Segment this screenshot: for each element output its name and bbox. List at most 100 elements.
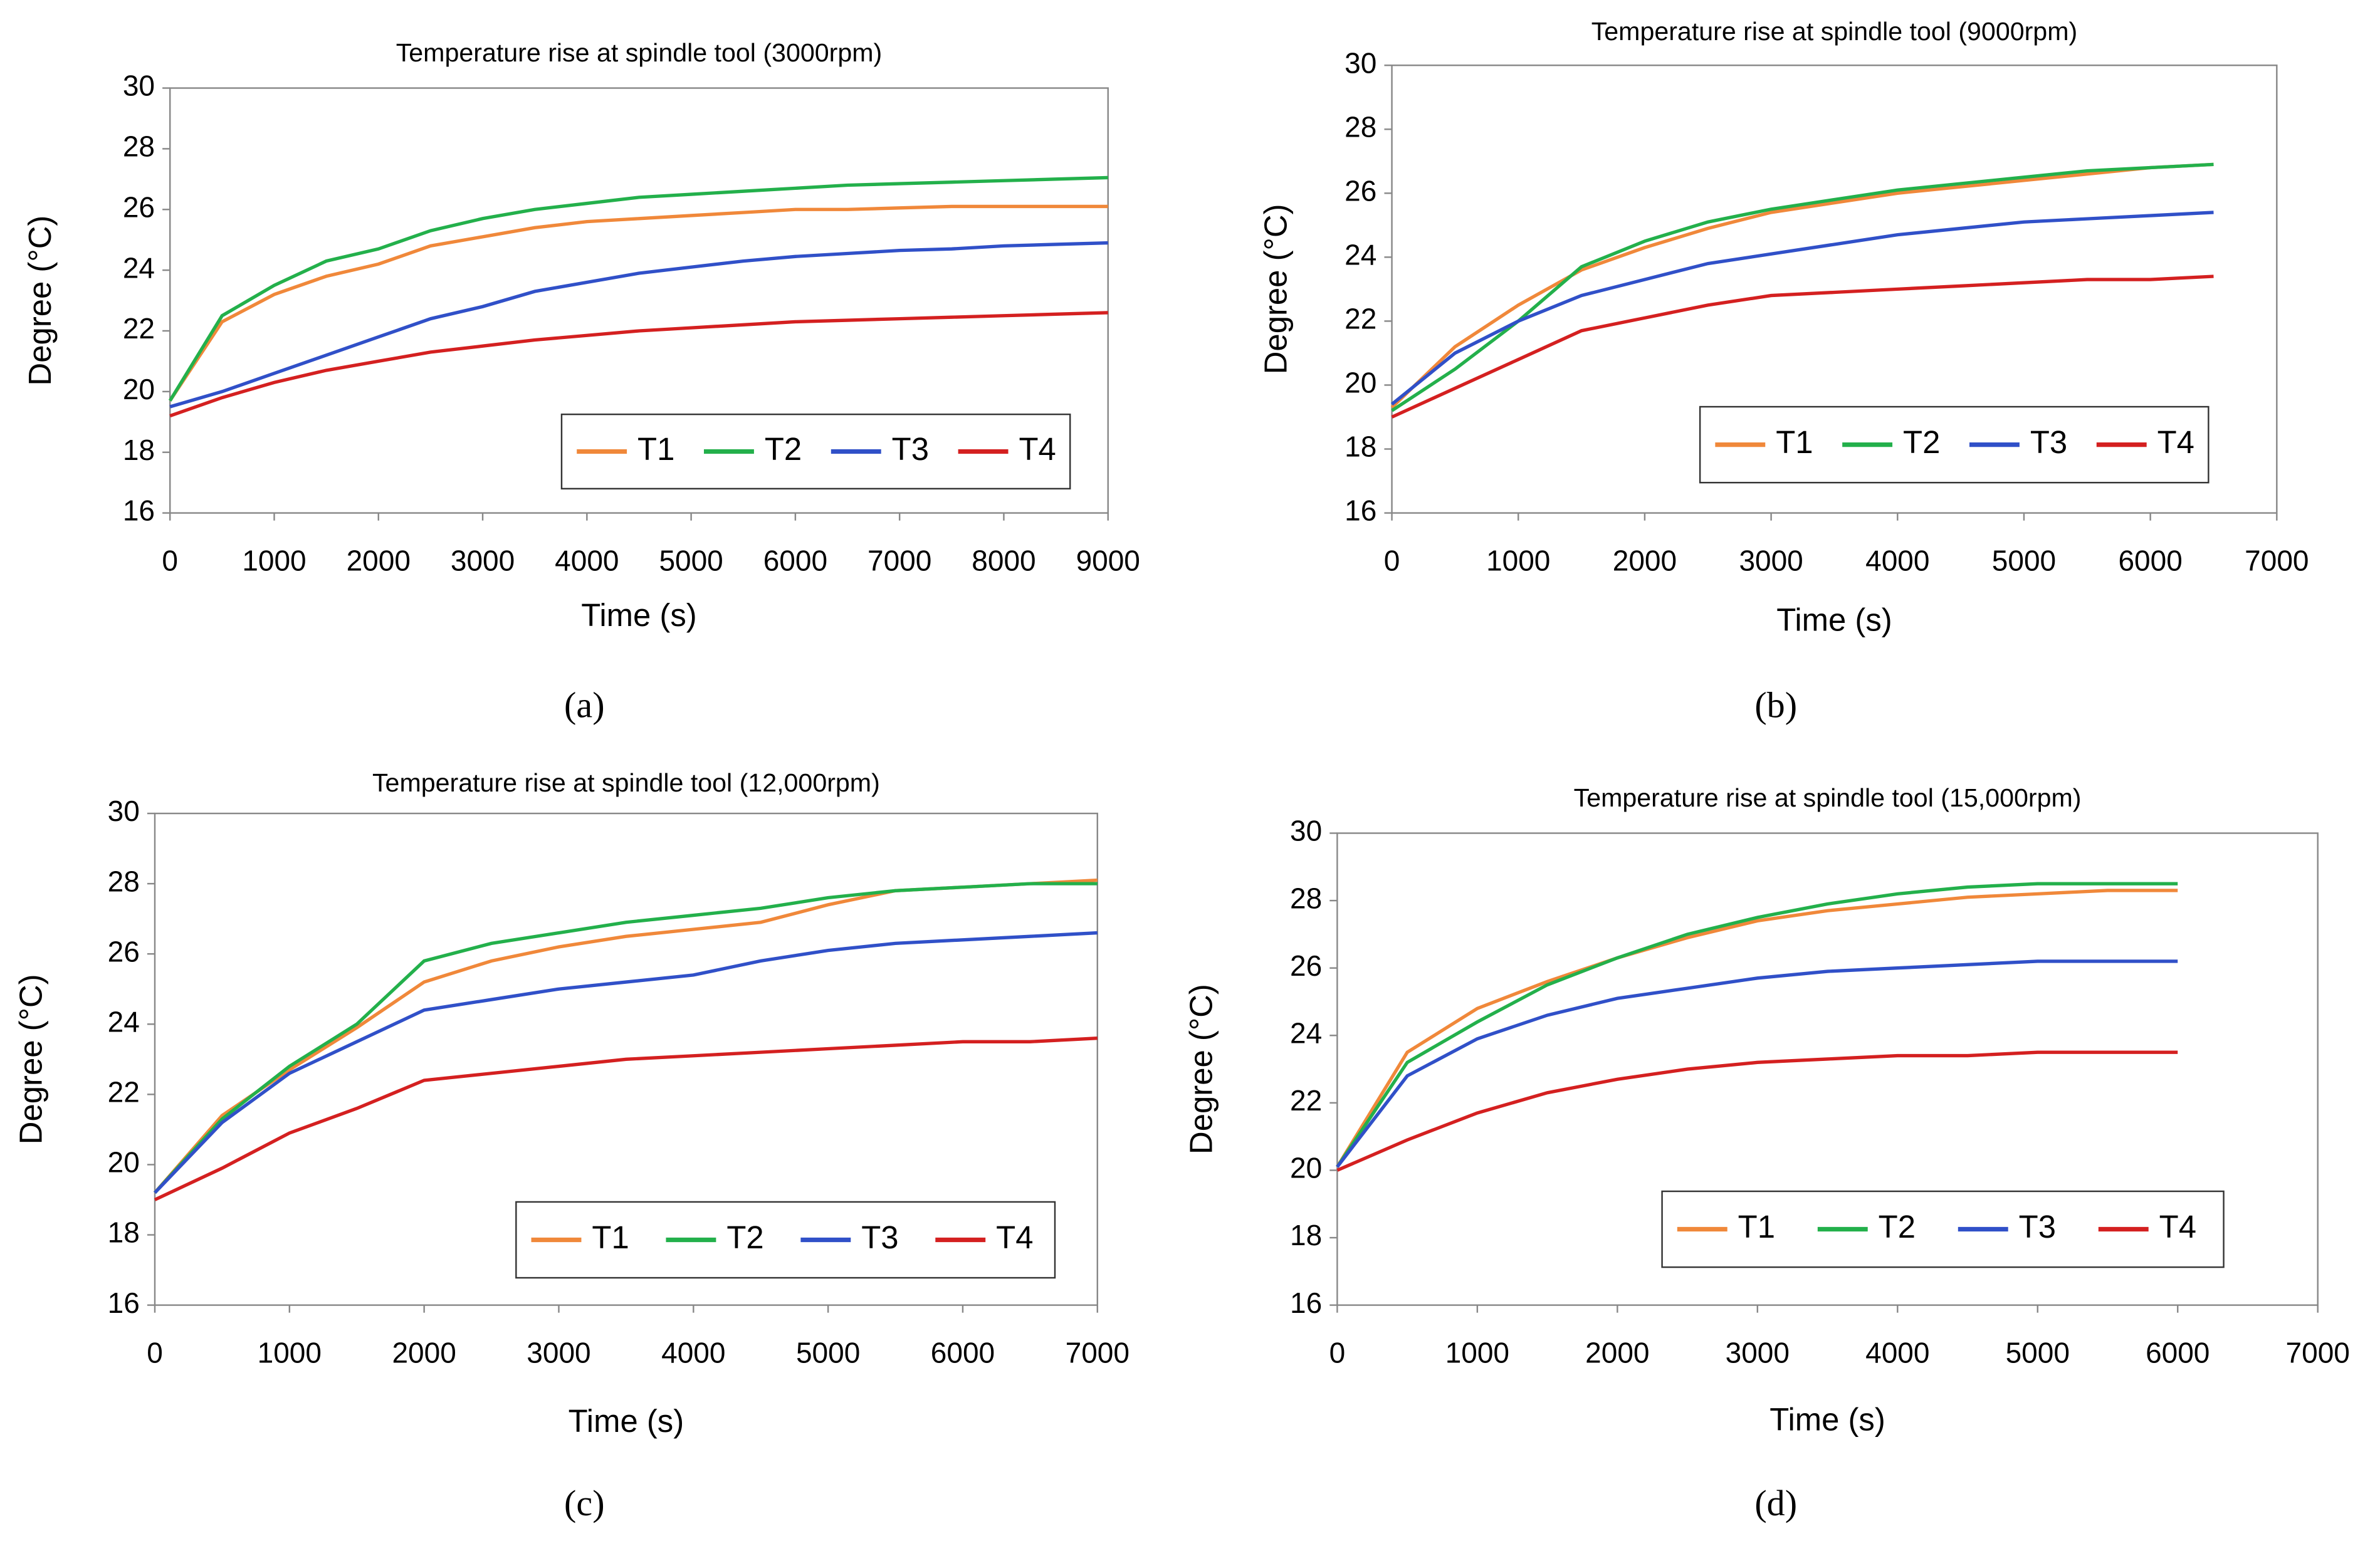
- y-tick-label: 22: [123, 312, 155, 345]
- y-tick-label: 24: [123, 251, 155, 284]
- data-line: [1336, 1050, 2178, 1172]
- x-tick-label: 0: [1384, 545, 1400, 577]
- y-tick-label: 18: [108, 1216, 140, 1249]
- data-line: [1336, 889, 2178, 1168]
- y-tick-label: 24: [108, 1005, 140, 1038]
- data-line: [169, 241, 1108, 409]
- data-line: [1391, 162, 2214, 412]
- y-tick-label: 24: [1290, 1016, 1322, 1049]
- legend-label: T2: [765, 431, 802, 467]
- x-tick-label: 1000: [258, 1337, 322, 1369]
- legend-label: T2: [1903, 424, 1940, 460]
- y-tick-label: 16: [123, 494, 155, 527]
- y-tick-label: 26: [123, 191, 155, 223]
- y-tick-label: 26: [1290, 949, 1322, 982]
- chart-title: Temperature rise at spindle tool (3000rp…: [396, 38, 882, 67]
- legend-label: T4: [1019, 431, 1056, 467]
- y-tick-label: 30: [1345, 46, 1376, 79]
- y-tick-label: 28: [108, 865, 140, 897]
- y-tick-label: 30: [123, 70, 155, 102]
- x-tick-label: 9000: [1076, 545, 1140, 577]
- x-tick-label: 7000: [1066, 1337, 1130, 1369]
- x-tick-label: 5000: [1992, 545, 2056, 577]
- x-tick-label: 6000: [2118, 545, 2182, 577]
- y-tick-label: 26: [108, 935, 140, 968]
- y-tick-label: 20: [123, 373, 155, 405]
- x-axis-label: Time (s): [1769, 1402, 1885, 1438]
- data-line: [1390, 162, 2214, 409]
- legend-label: T1: [1738, 1209, 1775, 1245]
- y-axis-label: Degree (°C): [13, 974, 49, 1144]
- x-axis-label: Time (s): [581, 597, 697, 633]
- x-tick-label: 8000: [972, 545, 1035, 577]
- x-tick-label: 4000: [1865, 1337, 1929, 1369]
- x-tick-label: 6000: [2146, 1337, 2210, 1369]
- legend-label: T4: [2159, 1209, 2196, 1245]
- y-tick-label: 28: [123, 130, 155, 163]
- x-tick-label: 4000: [555, 545, 619, 577]
- caption: (c): [564, 1483, 605, 1523]
- x-tick-label: 3000: [1739, 545, 1803, 577]
- y-axis-label: Degree (°C): [1183, 984, 1219, 1154]
- legend-label: T2: [1879, 1209, 1916, 1245]
- x-tick-label: 1000: [1486, 545, 1550, 577]
- x-tick-label: 2000: [1585, 1337, 1649, 1369]
- x-tick-label: 3000: [1726, 1337, 1790, 1369]
- caption: (d): [1754, 1483, 1797, 1523]
- y-tick-label: 16: [1345, 494, 1376, 527]
- plot-frame: [154, 812, 1098, 1306]
- y-tick-label: 16: [108, 1287, 140, 1319]
- data-line: [153, 878, 1098, 1194]
- x-tick-label: 2000: [392, 1337, 456, 1369]
- x-tick-label: 3000: [451, 545, 515, 577]
- x-tick-label: 6000: [931, 1337, 995, 1369]
- x-tick-label: 1000: [1445, 1337, 1509, 1369]
- legend-label: T4: [996, 1219, 1033, 1255]
- data-line: [154, 1037, 1098, 1201]
- x-tick-label: 4000: [1865, 545, 1929, 577]
- data-line: [169, 311, 1108, 418]
- y-tick-label: 20: [1290, 1152, 1322, 1184]
- y-tick-label: 30: [1290, 815, 1322, 847]
- chart-title: Temperature rise at spindle tool (9000rp…: [1591, 17, 2077, 46]
- y-tick-label: 18: [123, 434, 155, 466]
- x-tick-label: 0: [147, 1337, 163, 1369]
- y-tick-label: 28: [1290, 882, 1322, 914]
- x-tick-label: 7000: [2286, 1337, 2350, 1369]
- data-line: [154, 931, 1098, 1194]
- plot-frame: [1336, 832, 2319, 1306]
- x-tick-label: 2000: [1613, 545, 1677, 577]
- y-tick-label: 22: [1345, 303, 1376, 335]
- x-tick-label: 4000: [661, 1337, 725, 1369]
- data-line: [1336, 959, 2178, 1168]
- y-tick-label: 28: [1345, 110, 1376, 143]
- x-tick-label: 0: [162, 545, 178, 577]
- x-tick-label: 7000: [868, 545, 931, 577]
- chart-title: Temperature rise at spindle tool (15,000…: [1574, 783, 2082, 812]
- x-tick-label: 1000: [242, 545, 306, 577]
- legend-label: T1: [637, 431, 674, 467]
- data-line: [168, 175, 1108, 402]
- data-line: [168, 204, 1108, 402]
- x-tick-label: 5000: [796, 1337, 860, 1369]
- x-axis-label: Time (s): [1776, 602, 1892, 637]
- legend-label: T2: [726, 1219, 763, 1255]
- legend-label: T3: [2030, 424, 2067, 460]
- y-axis-label: Degree (°C): [22, 216, 58, 386]
- y-axis-label: Degree (°C): [1257, 204, 1293, 374]
- y-tick-label: 26: [1345, 174, 1376, 207]
- x-tick-label: 7000: [2245, 545, 2309, 577]
- y-tick-label: 16: [1290, 1287, 1322, 1319]
- legend-label: T1: [592, 1219, 629, 1255]
- y-tick-label: 18: [1290, 1219, 1322, 1251]
- legend-label: T1: [1776, 424, 1813, 460]
- plot-frame: [169, 87, 1109, 514]
- legend-label: T3: [2019, 1209, 2056, 1245]
- x-axis-label: Time (s): [569, 1403, 684, 1439]
- chart-title: Temperature rise at spindle tool (12,000…: [372, 768, 880, 797]
- y-tick-label: 18: [1345, 431, 1376, 463]
- legend-label: T4: [2157, 424, 2194, 460]
- x-tick-label: 2000: [347, 545, 411, 577]
- data-line: [1390, 211, 2214, 406]
